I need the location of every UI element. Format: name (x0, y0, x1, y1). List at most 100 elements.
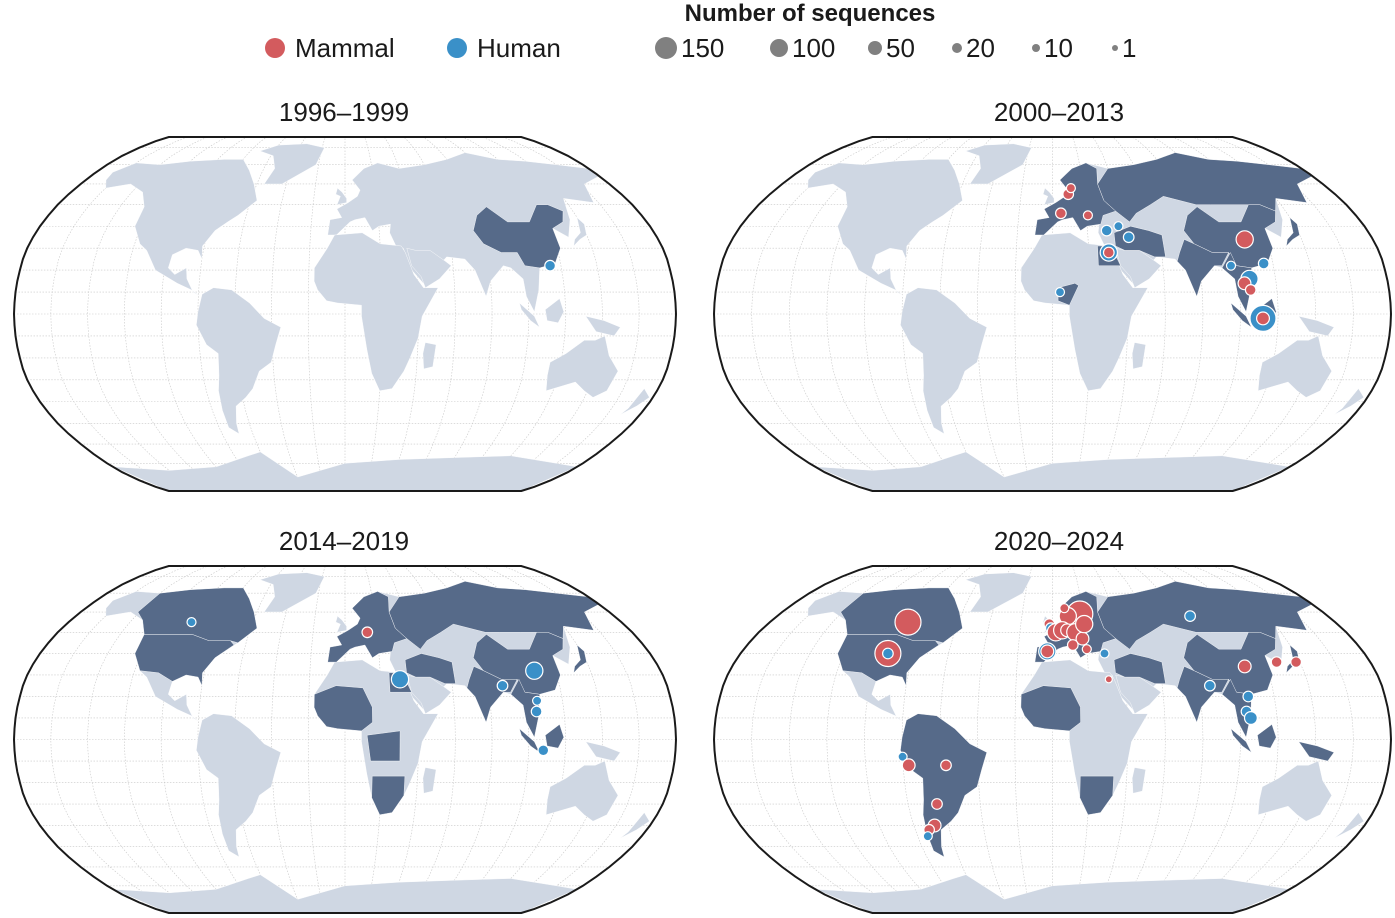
human-sequence-point (1100, 224, 1113, 237)
map-content (14, 566, 676, 913)
human-sequence-point (186, 616, 197, 628)
graticule-meridian (234, 137, 287, 491)
legend-size-label: 10 (1044, 32, 1073, 63)
land-antarctica (815, 874, 1291, 913)
land-australia (545, 335, 619, 398)
highlight-middleEast (1113, 653, 1166, 684)
legend-size-10: 10 (1032, 33, 1073, 63)
land-greenland (964, 572, 1032, 613)
highlight-india (1176, 239, 1229, 297)
land-northAmerica (105, 159, 258, 297)
highlight-japan (573, 644, 587, 674)
legend-size-50: 50 (868, 33, 915, 63)
land-arabia (406, 247, 452, 288)
land-africa (313, 232, 439, 392)
land-antarctica (815, 451, 1291, 491)
size-dot-icon (868, 41, 882, 55)
mammal-sequence-point (1102, 246, 1115, 259)
size-dot-icon (1032, 44, 1040, 52)
size-dot-icon (952, 43, 962, 53)
land-antarctica (113, 451, 578, 491)
world-map-2000-2013 (712, 136, 1393, 492)
land-sumatra (519, 302, 540, 328)
mammal-sequence-point (1040, 644, 1055, 659)
legend-mammal-label: Mammal (295, 32, 395, 63)
mammal-sequence-point (1237, 659, 1252, 674)
legend: Number of sequences Mammal Human 150 100… (0, 0, 1395, 80)
land-newGuinea (1298, 315, 1335, 337)
legend-size-label: 20 (966, 32, 995, 63)
mammal-sequence-point (1290, 656, 1302, 668)
human-sequence-point (1204, 679, 1216, 692)
legend-size-1: 1 (1112, 33, 1136, 63)
land-southAmerica (196, 713, 282, 858)
mammal-sequence-point (1082, 210, 1093, 221)
human-dot-icon (447, 38, 467, 58)
land-madagascar (1131, 767, 1146, 794)
human-sequence-point (897, 751, 908, 762)
human-sequence-point (390, 670, 410, 689)
map-content (714, 566, 1391, 913)
legend-size-150: 150 (655, 33, 724, 63)
highlight-india (1176, 666, 1229, 723)
highlight-southAfrica (1079, 775, 1114, 816)
land-newZealand (619, 812, 650, 839)
human-sequence-point (1242, 690, 1255, 703)
human-sequence-point (922, 831, 933, 842)
legend-item-mammal: Mammal (265, 33, 395, 63)
land-borneo (545, 298, 565, 324)
human-sequence-point (1184, 610, 1197, 622)
highlight-sumatra (1230, 728, 1252, 753)
world-map-2020-2024 (712, 565, 1393, 914)
legend-size-100: 100 (770, 33, 835, 63)
land-greenland (259, 572, 325, 613)
mammal-sequence-point (1059, 603, 1070, 614)
highlight-borneo (545, 724, 565, 749)
land-greenland (259, 143, 325, 185)
mammal-sequence-point (1270, 656, 1283, 668)
panel-title-2000-2013: 2000–2013 (993, 97, 1125, 127)
human-sequence-point (1122, 231, 1135, 244)
world-map-2014-2019 (12, 565, 678, 914)
graticule-meridian (234, 566, 287, 913)
graticule-meridian (383, 137, 419, 491)
human-sequence-point (1113, 221, 1124, 232)
mammal-sequence-point (1066, 639, 1079, 651)
map-content (714, 137, 1391, 491)
world-map-1996-1999 (12, 136, 678, 492)
size-dot-icon (1112, 45, 1118, 51)
size-dot-icon (770, 39, 788, 57)
map-content (14, 137, 676, 491)
land-madagascar (422, 767, 437, 794)
land-uk (335, 187, 347, 205)
land-madagascar (1131, 342, 1146, 370)
graticule-meridian (462, 137, 566, 491)
mammal-sequence-point (1075, 614, 1094, 634)
land-uk (335, 615, 347, 633)
land-newZealand (1333, 812, 1365, 839)
human-sequence-point (537, 744, 550, 757)
highlight-canada (137, 587, 258, 644)
land-japan (573, 217, 587, 247)
human-sequence-point (530, 705, 543, 718)
panel-title-2020-2024: 2020–2024 (993, 526, 1125, 556)
human-sequence-point (1243, 711, 1258, 726)
panel-title-1996-1999: 1996–1999 (278, 97, 410, 127)
legend-size-label: 150 (681, 32, 725, 63)
map-border (712, 565, 1393, 914)
human-sequence-point (531, 695, 543, 706)
legend-size-label: 50 (886, 32, 915, 63)
highlight-westAfrica (1020, 685, 1081, 732)
mammal-sequence-point (931, 798, 943, 810)
map-border (712, 136, 1393, 492)
mammal-sequence-point (1244, 283, 1257, 296)
map-border (12, 565, 678, 914)
mammal-sequence-point (1104, 675, 1113, 684)
land-greenland (964, 143, 1032, 185)
mammal-sequence-point (1255, 311, 1270, 326)
highlight-seAsia (510, 678, 540, 738)
land-southAmerica (900, 287, 988, 435)
land-australia (545, 760, 619, 822)
highlight-middleEast (404, 653, 456, 684)
human-sequence-point (1225, 260, 1237, 271)
